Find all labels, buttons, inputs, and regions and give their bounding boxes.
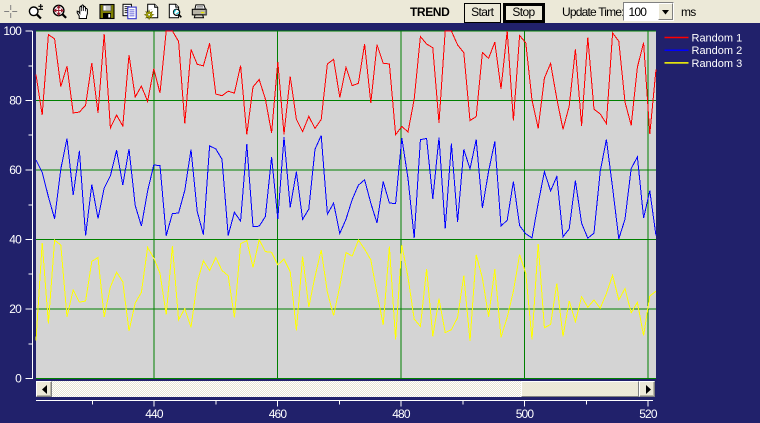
svg-text:520: 520 bbox=[639, 407, 658, 421]
svg-text:80: 80 bbox=[9, 94, 22, 108]
svg-text:Random 2: Random 2 bbox=[692, 45, 743, 57]
svg-text:500: 500 bbox=[516, 407, 535, 421]
svg-text:Random 3: Random 3 bbox=[692, 58, 743, 70]
svg-text:460: 460 bbox=[269, 407, 288, 421]
svg-text:20: 20 bbox=[9, 302, 22, 316]
svg-text:0: 0 bbox=[15, 372, 22, 386]
svg-text:40: 40 bbox=[9, 233, 22, 247]
svg-text:60: 60 bbox=[9, 163, 22, 177]
svg-text:100: 100 bbox=[3, 24, 22, 38]
svg-text:480: 480 bbox=[392, 407, 411, 421]
svg-text:Random 1: Random 1 bbox=[692, 33, 743, 45]
svg-text:440: 440 bbox=[145, 407, 164, 421]
